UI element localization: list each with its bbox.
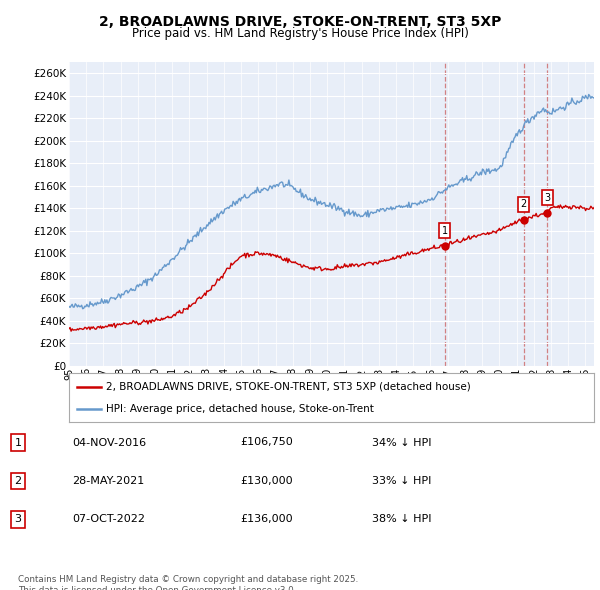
Text: £130,000: £130,000 — [240, 476, 293, 486]
Text: 33% ↓ HPI: 33% ↓ HPI — [372, 476, 431, 486]
Text: 3: 3 — [544, 192, 550, 202]
Text: 1: 1 — [14, 438, 22, 447]
Text: £136,000: £136,000 — [240, 514, 293, 524]
Text: 38% ↓ HPI: 38% ↓ HPI — [372, 514, 431, 524]
Text: £106,750: £106,750 — [240, 438, 293, 447]
Text: Price paid vs. HM Land Registry's House Price Index (HPI): Price paid vs. HM Land Registry's House … — [131, 27, 469, 40]
Text: 28-MAY-2021: 28-MAY-2021 — [72, 476, 144, 486]
Text: HPI: Average price, detached house, Stoke-on-Trent: HPI: Average price, detached house, Stok… — [106, 404, 374, 414]
Text: 04-NOV-2016: 04-NOV-2016 — [72, 438, 146, 447]
Text: 2: 2 — [14, 476, 22, 486]
Text: 1: 1 — [442, 225, 448, 235]
Text: 2, BROADLAWNS DRIVE, STOKE-ON-TRENT, ST3 5XP: 2, BROADLAWNS DRIVE, STOKE-ON-TRENT, ST3… — [99, 15, 501, 29]
Text: 2: 2 — [520, 199, 527, 209]
Text: 34% ↓ HPI: 34% ↓ HPI — [372, 438, 431, 447]
Text: Contains HM Land Registry data © Crown copyright and database right 2025.
This d: Contains HM Land Registry data © Crown c… — [18, 575, 358, 590]
Text: 07-OCT-2022: 07-OCT-2022 — [72, 514, 145, 524]
Text: 3: 3 — [14, 514, 22, 524]
Text: 2, BROADLAWNS DRIVE, STOKE-ON-TRENT, ST3 5XP (detached house): 2, BROADLAWNS DRIVE, STOKE-ON-TRENT, ST3… — [106, 382, 470, 392]
